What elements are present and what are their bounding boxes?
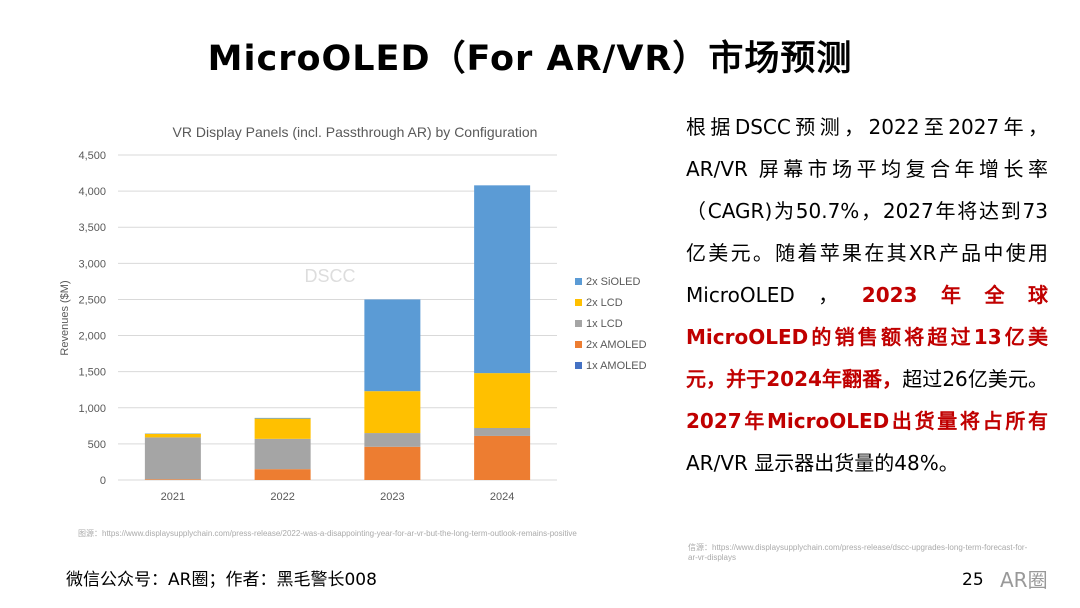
y-tick-label: 1,000 [78, 403, 106, 415]
bar-segment-2x-lcd [474, 373, 531, 428]
y-tick-label: 2,000 [78, 331, 106, 343]
bar-segment-2x-sioled [364, 299, 421, 392]
y-tick-label: 4,500 [78, 150, 106, 162]
bar-segment-2x-amoled [144, 479, 201, 480]
body-text-segment: 2027年MicroOLED出货量将占所有 [686, 409, 1048, 433]
body-text-segment: 2023年全球MicroOLED的销售额将超过13亿美元，并于2024年翻番， [686, 283, 1048, 391]
bar-segment-2x-amoled [474, 435, 531, 480]
y-tick-label: 4,000 [78, 186, 106, 198]
y-tick-label: 3,500 [78, 222, 106, 234]
bar-segment-2x-amoled [254, 469, 311, 480]
stacked-bar-chart: VR Display Panels (incl. Passthrough AR)… [59, 124, 647, 503]
legend-label: 2x LCD [586, 297, 623, 309]
chart-title: VR Display Panels (incl. Passthrough AR)… [173, 124, 538, 140]
y-tick-label: 2,500 [78, 294, 106, 306]
legend-swatch [575, 320, 582, 327]
body-text-segment: 超过26亿美元。 [902, 367, 1049, 391]
y-tick-label: 1,500 [78, 367, 106, 379]
bar-segment-2x-lcd [364, 391, 421, 434]
ar-circle-logo: AR圈 [1000, 568, 1048, 592]
body-text: 根据DSCC预测，2022至2027年，AR/VR 屏幕市场平均复合年增长率（C… [686, 106, 1048, 484]
bar-segment-1x-lcd [254, 438, 311, 470]
legend-swatch [575, 341, 582, 348]
legend-swatch [575, 299, 582, 306]
bar-segment-2x-lcd [144, 433, 201, 438]
legend-swatch [575, 362, 582, 369]
legend-label: 1x AMOLED [586, 360, 647, 372]
footer-credit: 微信公众号：AR圈；作者：黑毛警长008 [66, 570, 377, 590]
bar-segment-1x-lcd [474, 428, 531, 436]
body-text-segment: AR/VR 显示器出货量的48%。 [686, 451, 959, 475]
y-axis-label: Revenues ($M) [59, 280, 71, 355]
bar-segment-2x-sioled [254, 417, 311, 419]
body-text-segment: 根据DSCC预测，2022至2027年，AR/VR 屏幕市场平均复合年增长率（C… [686, 115, 1048, 307]
x-tick-label: 2024 [490, 491, 514, 503]
legend-label: 1x LCD [586, 318, 623, 330]
slide-title: MicroOLED（For AR/VR）市场预测 [207, 39, 853, 79]
x-tick-label: 2023 [380, 491, 404, 503]
page-number: 25 [962, 570, 984, 590]
bar-segment-1x-lcd [364, 433, 421, 447]
x-tick-label: 2022 [270, 491, 294, 503]
y-tick-label: 500 [88, 439, 106, 451]
bar-segment-2x-sioled [474, 185, 531, 374]
bar-segment-2x-amoled [364, 446, 421, 480]
legend-label: 2x AMOLED [586, 339, 647, 351]
legend-swatch [575, 278, 582, 285]
y-tick-label: 0 [100, 475, 106, 487]
bar-segment-1x-lcd [144, 437, 201, 480]
legend-label: 2x SiOLED [586, 276, 640, 288]
info-source: 信源：https://www.displaysupplychain.com/pr… [688, 543, 1028, 562]
chart-source: 图源：https://www.displaysupplychain.com/pr… [78, 529, 577, 538]
chart-watermark: DSCC [304, 266, 355, 286]
y-tick-label: 3,000 [78, 258, 106, 270]
bar-segment-2x-lcd [254, 418, 311, 439]
x-tick-label: 2021 [161, 491, 185, 503]
